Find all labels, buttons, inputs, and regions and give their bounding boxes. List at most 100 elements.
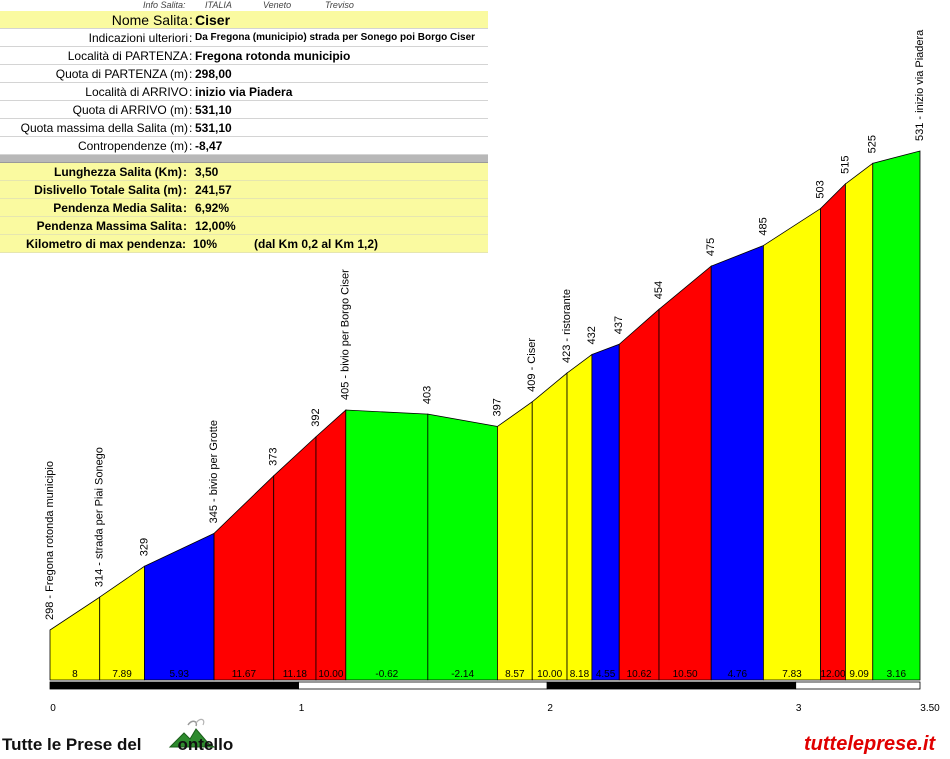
x-tick-label: 1 (299, 703, 305, 714)
elevation-point-label: 485 (757, 217, 769, 235)
segment-area (427, 413, 498, 681)
elevation-point-label: 329 (138, 538, 150, 556)
summary-label: Lunghezza Salita (Km) (53, 165, 182, 179)
segment-gradient-label: 11.18 (283, 669, 308, 680)
segment-gradient-label: 8.18 (570, 669, 590, 680)
km-scale-bar (49, 681, 299, 690)
summary-value: 12,00% (195, 219, 236, 233)
elevation-point-label: 392 (310, 408, 322, 426)
segment-gradient-label: -0.62 (375, 669, 398, 680)
summary-label: Dislivello Totale Salita (m) (34, 183, 182, 197)
info-header-label: Info Salita: (143, 0, 186, 10)
info-row-label: Nome Salita (111, 12, 188, 28)
info-row-value: -8,47 (195, 139, 223, 153)
info-row-label: Indicazioni ulteriori (88, 31, 188, 45)
segment-gradient-label: 8.57 (505, 669, 525, 680)
x-tick-label: 0 (50, 703, 56, 714)
footer-brand-suffix: ontello (177, 735, 234, 754)
info-row-value: Ciser (195, 12, 231, 28)
elevation-point-label: 437 (613, 316, 625, 334)
climb-info-table: Nome Salita : Ciser Indicazioni ulterior… (0, 11, 488, 253)
segment-area (618, 308, 660, 681)
segment-area (658, 265, 712, 681)
info-row-value: 531,10 (195, 103, 232, 117)
summary-label: Pendenza Media Salita (53, 201, 182, 215)
summary-value: 10% (193, 237, 218, 251)
footer-website: tutteleprese.it (804, 733, 936, 755)
summary-label: Kilometro di max pendenza: (26, 237, 187, 251)
point-labels: 298 - Fregona rotonda municipio 314 - str… (44, 29, 926, 620)
info-row-max-elevation: Quota massima della Salita (m) : 531,10 (0, 119, 488, 137)
info-row-value: Da Fregona (municipio) strada per Sonego… (195, 32, 476, 43)
x-tick-label: 3 (796, 703, 802, 714)
segment-area (820, 182, 846, 681)
segment-area (845, 162, 874, 681)
elevation-point-label: 298 - Fregona rotonda municipio (44, 461, 56, 620)
info-row-label: Quota massima della Salita (m) (20, 121, 188, 135)
x-tick-label: 3.50 (920, 703, 940, 714)
elevation-point-label: 397 (491, 398, 503, 416)
segment-gradient-label: 3.16 (887, 669, 907, 680)
elevation-point-label: 405 - bivio per Borgo Ciser (340, 269, 352, 400)
segment-area (273, 435, 317, 681)
info-row-value: Fregona rotonda municipio (195, 49, 351, 63)
segment-area (497, 401, 533, 681)
info-row-directions: Indicazioni ulteriori : Da Fregona (muni… (0, 29, 488, 47)
km-scale-bar (795, 681, 921, 690)
segment-gradient-label: 11.67 (232, 669, 257, 680)
segment-area (531, 372, 568, 681)
segment-area (591, 343, 620, 681)
x-tick-label: 2 (547, 703, 553, 714)
segment-gradient-label: -2.14 (451, 669, 474, 680)
segment-gradient-label: 10.62 (627, 669, 652, 680)
info-row-end-place: Località di ARRIVO : inizio via Piadera (0, 83, 488, 101)
segment-area (345, 409, 429, 681)
segment-areas (49, 150, 921, 681)
info-row-label: Località di ARRIVO (85, 85, 188, 99)
info-row-end-elevation: Quota di ARRIVO (m) : 531,10 (0, 101, 488, 119)
segment-area (763, 207, 821, 681)
footer-brand-text: Tutte le Prese del (2, 735, 142, 754)
segment-gradient-label: 10.00 (537, 669, 562, 680)
elevation-point-label: 525 (867, 135, 879, 153)
summary-row-length: Lunghezza Salita (Km) : 3,50 (0, 163, 488, 181)
segment-gradient-label: 5.93 (170, 669, 190, 680)
info-row-label: Contropendenze (m) (77, 139, 188, 153)
summary-label: Pendenza Massima Salita (36, 219, 182, 233)
km-scale-bar (298, 681, 548, 690)
segment-gradient-label: 4.55 (596, 669, 616, 680)
segment-gradient-label: 8 (72, 669, 78, 680)
footer-brand: Tutte le Prese del ontello (2, 735, 233, 755)
info-header-country: ITALIA (205, 0, 232, 10)
gradient-labels: 8 7.89 5.93 11.67 11.18 10.00 -0.62 -2.14 8.57 10… (72, 669, 906, 680)
elevation-point-label: 423 - ristorante (561, 289, 573, 363)
summary-value: 3,50 (195, 165, 219, 179)
elevation-point-label: 345 - bivio per Grotte (208, 420, 220, 523)
summary-row-elevation-gain: Dislivello Totale Salita (m) : 241,57 (0, 181, 488, 199)
segment-gradient-label: 7.83 (782, 669, 802, 680)
summary-value: 241,57 (195, 183, 232, 197)
info-row-start-elevation: Quota di PARTENZA (m) : 298,00 (0, 65, 488, 83)
segment-area (710, 244, 764, 681)
info-row-label: Quota di ARRIVO (m) (72, 103, 188, 117)
info-row-name: Nome Salita : Ciser (0, 11, 488, 29)
elevation-point-label: 403 (422, 386, 434, 404)
montello-logo-icon (168, 718, 216, 748)
info-header-province: Treviso (325, 0, 354, 10)
segment-gradient-label: 12.00 (820, 669, 845, 680)
info-row-value: 298,00 (195, 67, 232, 81)
summary-value: 6,92% (195, 201, 230, 215)
segment-area (144, 532, 215, 681)
info-row-label: Località di PARTENZA (67, 49, 188, 63)
summary-extra: (dal Km 0,2 al Km 1,2) (254, 237, 379, 251)
segment-area (213, 474, 275, 681)
segment-gradient-label: 10.50 (673, 669, 698, 680)
info-row-label: Quota di PARTENZA (m) (55, 67, 188, 81)
elevation-point-label: 503 (814, 180, 826, 198)
summary-row-max-gradient: Pendenza Massima Salita : 12,00% (0, 217, 488, 235)
info-row-value: inizio via Piadera (195, 85, 293, 99)
elevation-point-label: 373 (268, 447, 280, 465)
x-axis: 0 1 2 3 3.50 (49, 681, 940, 714)
segment-area (872, 150, 921, 681)
